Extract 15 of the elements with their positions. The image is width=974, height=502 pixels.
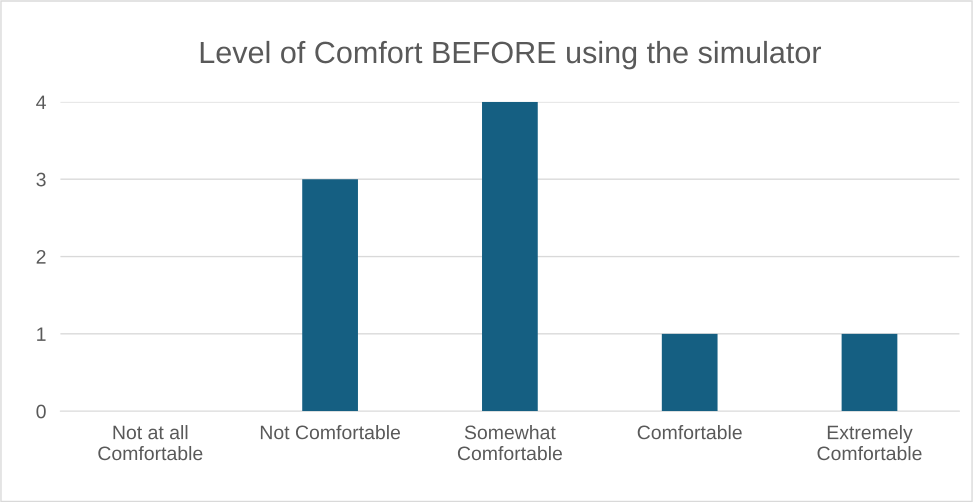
y-tick-label: 1 — [37, 328, 46, 341]
y-tick-label: 2 — [36, 250, 46, 264]
bar — [302, 179, 358, 412]
chart-title: Level of Comfort BEFORE using the simulator — [200, 40, 822, 70]
x-tick-label: Not at all Comfortable — [98, 425, 202, 460]
x-tick-label: Somewhat Comfortable — [458, 425, 562, 460]
bar — [842, 334, 898, 412]
x-tick-label: Extremely Comfortable — [818, 425, 922, 460]
bar — [662, 334, 718, 412]
y-tick-label: 4 — [36, 96, 46, 109]
y-tick-label: 0 — [36, 404, 46, 418]
x-tick-label: Not Comfortable — [260, 425, 400, 440]
y-tick-label: 3 — [36, 172, 46, 186]
x-tick-label: Comfortable — [638, 425, 742, 440]
bar — [482, 102, 538, 412]
